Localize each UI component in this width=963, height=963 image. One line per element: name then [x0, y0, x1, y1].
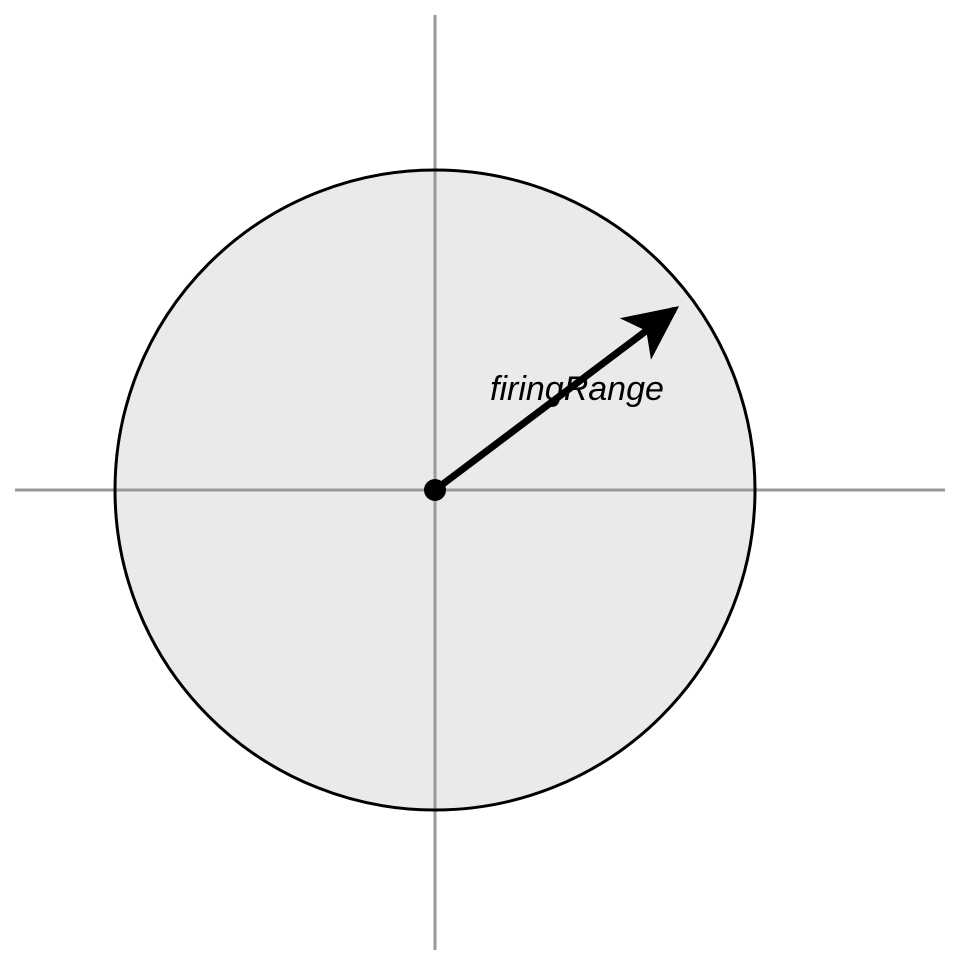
- diagram-svg: [0, 0, 963, 963]
- center-dot: [424, 479, 446, 501]
- firing-range-diagram: firingRange: [0, 0, 963, 963]
- radius-label: firingRange: [490, 370, 664, 409]
